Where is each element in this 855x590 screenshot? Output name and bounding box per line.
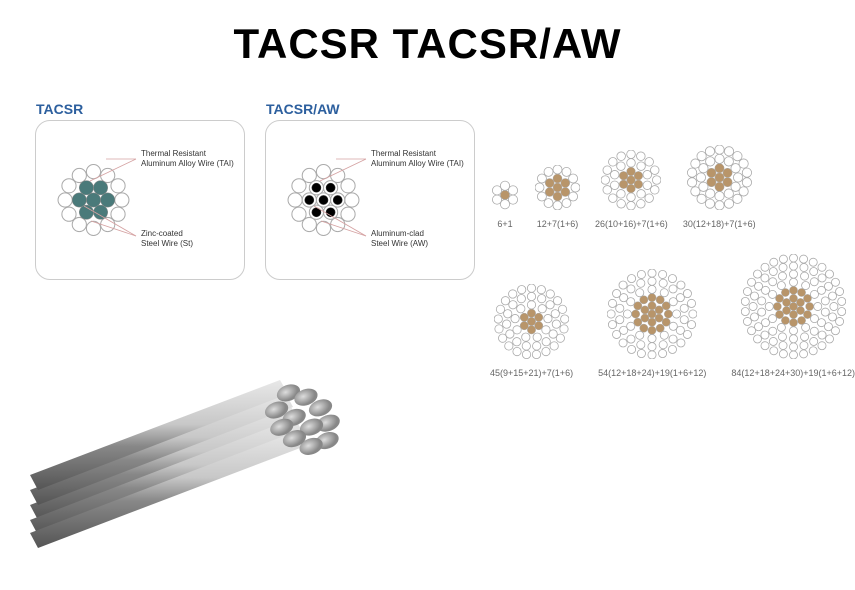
config-label: 12+7(1+6) [535, 219, 580, 229]
tacsr-aw-label: TACSR/AW [266, 101, 340, 117]
config-label: 30(12+18)+7(1+6) [683, 219, 756, 229]
config-diagram [490, 180, 520, 210]
config-item: 30(12+18)+7(1+6) [683, 145, 756, 229]
config-grid: 6+1 12+7(1+6) 26(10+16)+7(1+6) 30(12+18)… [490, 145, 840, 403]
config-diagram [601, 150, 661, 210]
config-item: 54(12+18+24)+19(1+6+12) [598, 269, 706, 378]
config-row-1: 6+1 12+7(1+6) 26(10+16)+7(1+6) 30(12+18)… [490, 145, 840, 229]
diagram-row: TACSR Thermal Re [35, 120, 475, 280]
config-item: 6+1 [490, 180, 520, 229]
config-item: 12+7(1+6) [535, 165, 580, 229]
tacsr-label: TACSR [36, 101, 83, 117]
cable-3d-image [30, 350, 400, 550]
config-diagram [535, 165, 580, 210]
tacsr-aw-outer-annotation: Thermal ResistantAluminum Alloy Wire (TA… [371, 149, 464, 168]
tacsr-box: TACSR Thermal Re [35, 120, 245, 280]
tacsr-outer-annotation: Thermal ResistantAluminum Alloy Wire (TA… [141, 149, 234, 168]
config-diagram [687, 145, 752, 210]
tacsr-aw-box: TACSR/AW [265, 120, 475, 280]
config-item: 45(9+15+21)+7(1+6) [490, 284, 573, 378]
tacsr-aw-cross-section [286, 163, 361, 238]
config-row-2: 45(9+15+21)+7(1+6) 54(12+18+24)+19(1+6+1… [490, 254, 840, 378]
config-label: 45(9+15+21)+7(1+6) [490, 368, 573, 378]
tacsr-aw-core-annotation: Aluminum-cladSteel Wire (AW) [371, 229, 428, 248]
config-item: 84(12+18+24+30)+19(1+6+12) [731, 254, 855, 378]
tacsr-core-annotation: Zinc-coatedSteel Wire (St) [141, 229, 193, 248]
config-label: 84(12+18+24+30)+19(1+6+12) [731, 368, 855, 378]
config-diagram [607, 269, 697, 359]
main-title: TACSR TACSR/AW [0, 20, 855, 68]
config-label: 26(10+16)+7(1+6) [595, 219, 668, 229]
core-ring [72, 181, 115, 220]
core-ring [302, 181, 345, 220]
config-label: 54(12+18+24)+19(1+6+12) [598, 368, 706, 378]
config-diagram [741, 254, 846, 359]
config-item: 26(10+16)+7(1+6) [595, 150, 668, 229]
tacsr-cross-section [56, 163, 131, 238]
config-diagram [494, 284, 569, 359]
config-label: 6+1 [490, 219, 520, 229]
